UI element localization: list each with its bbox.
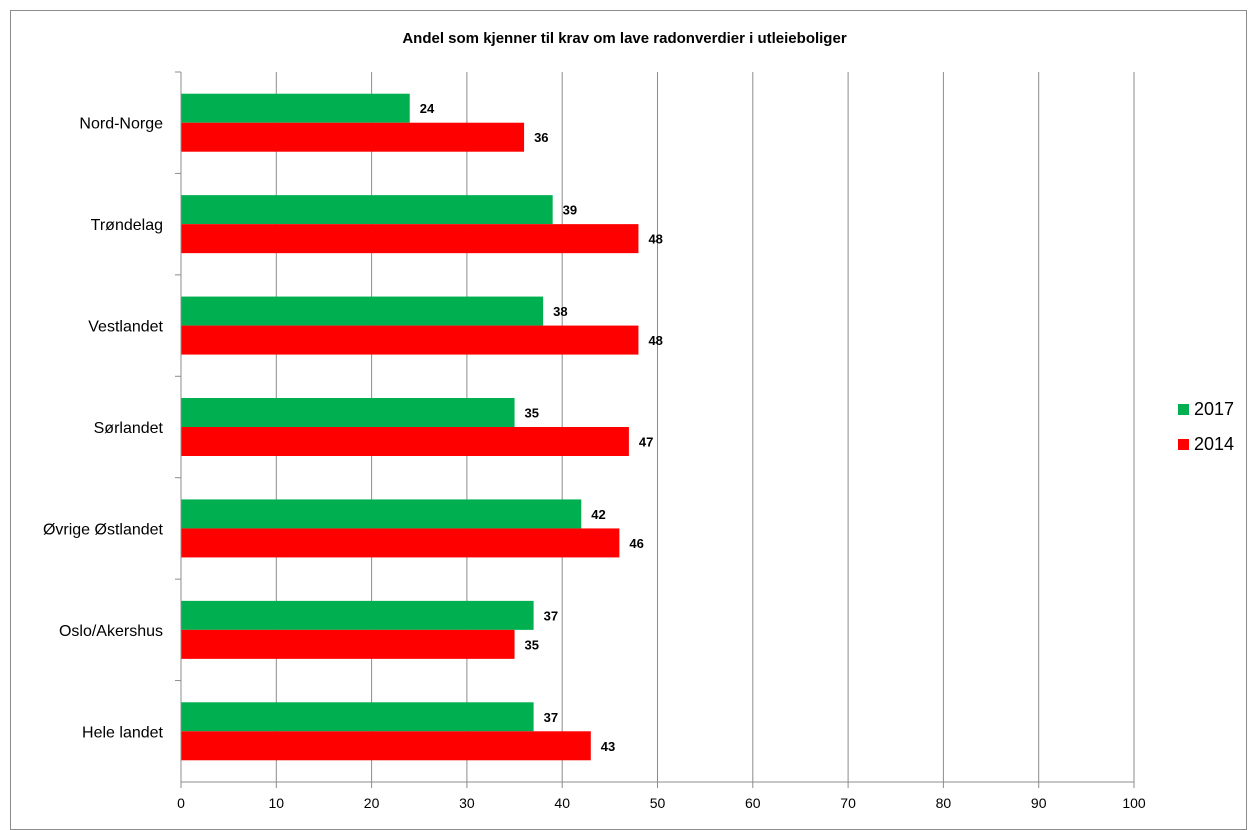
data-label-2014-5: 35	[525, 637, 539, 652]
data-label-2017-0: 24	[420, 101, 435, 116]
x-tick-label-40: 40	[554, 795, 570, 811]
data-label-2014-3: 47	[639, 435, 653, 450]
chart-title: Andel som kjenner til krav om lave radon…	[402, 30, 847, 47]
data-label-2017-3: 35	[525, 406, 539, 421]
axis-layer: 0 10 20 30 40 50 60 70 80 90 100 Nord-Norge Trøndela…	[43, 71, 1146, 811]
category-label: Oslo/Akershus	[59, 623, 163, 640]
bar-2017-0	[181, 93, 410, 123]
data-label-2017-4: 42	[591, 507, 605, 522]
data-label-2017-1: 39	[563, 203, 577, 218]
data-label-2014-2: 48	[648, 333, 662, 348]
bar-2014-4	[181, 528, 620, 558]
category-label: Hele landet	[82, 724, 164, 741]
x-tick-label-90: 90	[1031, 795, 1047, 811]
bar-2017-2	[181, 296, 544, 326]
x-tick-label-80: 80	[936, 795, 952, 811]
bar-2017-5	[181, 600, 534, 630]
bar-2014-1	[181, 224, 639, 254]
legend-swatch-2014	[1178, 439, 1189, 450]
data-label-2017-6: 37	[544, 710, 558, 725]
x-tick-label-100: 100	[1122, 795, 1146, 811]
bar-2014-0	[181, 122, 525, 152]
category-label: Nord-Norge	[79, 116, 163, 133]
category-label: Øvrige Østlandet	[43, 521, 164, 538]
data-label-2017-2: 38	[553, 304, 567, 319]
data-label-2014-6: 43	[601, 739, 615, 754]
x-tick-label-20: 20	[364, 795, 380, 811]
x-tick-label-50: 50	[650, 795, 666, 811]
bar-2014-2	[181, 325, 639, 355]
x-tick-label-10: 10	[269, 795, 285, 811]
x-tick-label-30: 30	[459, 795, 475, 811]
labels-layer: 24 36 39 48 38 48 35 47 42 46 37 35 37 43	[420, 101, 663, 754]
bar-2017-6	[181, 702, 534, 732]
legend-label-2017: 2017	[1194, 399, 1234, 419]
x-tick-label-70: 70	[840, 795, 856, 811]
x-tick-label-60: 60	[745, 795, 761, 811]
data-label-2017-5: 37	[544, 608, 558, 623]
category-label: Trøndelag	[91, 217, 163, 234]
legend: 2017 2014	[1178, 399, 1234, 454]
bar-2014-6	[181, 731, 591, 761]
data-label-2014-0: 36	[534, 130, 548, 145]
data-label-2014-4: 46	[629, 536, 643, 551]
bar-2017-3	[181, 398, 515, 427]
category-label: Sørlandet	[94, 420, 164, 437]
bar-2014-5	[181, 629, 515, 659]
bars-layer	[181, 93, 639, 761]
bar-2017-4	[181, 499, 582, 529]
x-tick-label-0: 0	[177, 795, 185, 811]
bar-2014-3	[181, 427, 629, 456]
legend-swatch-2017	[1178, 404, 1189, 415]
grid-layer	[180, 72, 1135, 782]
data-label-2014-1: 48	[648, 232, 662, 247]
legend-label-2014: 2014	[1194, 434, 1234, 454]
category-label: Vestlandet	[88, 319, 163, 336]
bar-2017-1	[181, 195, 553, 225]
